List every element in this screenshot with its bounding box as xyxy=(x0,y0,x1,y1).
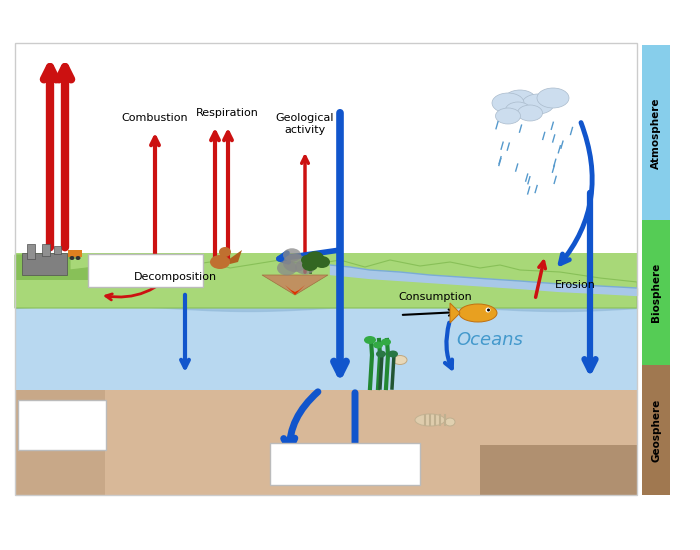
Ellipse shape xyxy=(314,256,330,268)
Ellipse shape xyxy=(388,350,398,358)
Ellipse shape xyxy=(277,261,297,276)
Ellipse shape xyxy=(301,255,315,265)
Ellipse shape xyxy=(219,247,231,257)
Text: Geological
activity: Geological activity xyxy=(276,113,335,135)
Polygon shape xyxy=(450,303,460,323)
Polygon shape xyxy=(15,255,95,280)
Ellipse shape xyxy=(283,248,301,262)
Circle shape xyxy=(487,309,490,311)
Ellipse shape xyxy=(505,102,531,118)
Ellipse shape xyxy=(522,94,554,114)
Ellipse shape xyxy=(459,304,497,322)
Polygon shape xyxy=(15,255,637,308)
Bar xyxy=(642,45,670,220)
Polygon shape xyxy=(228,250,242,264)
Bar xyxy=(642,365,670,495)
Ellipse shape xyxy=(381,338,391,345)
Ellipse shape xyxy=(295,260,315,274)
Bar xyxy=(22,253,67,275)
Bar xyxy=(270,443,420,485)
Bar xyxy=(15,390,105,495)
Ellipse shape xyxy=(445,418,455,426)
Circle shape xyxy=(486,307,491,312)
Ellipse shape xyxy=(537,88,569,108)
Ellipse shape xyxy=(517,105,542,121)
Text: Oceans: Oceans xyxy=(456,331,524,349)
Bar xyxy=(68,250,82,257)
Ellipse shape xyxy=(69,256,74,260)
Text: Respiration: Respiration xyxy=(195,108,258,118)
Ellipse shape xyxy=(364,336,376,344)
Text: Combustion: Combustion xyxy=(122,113,188,123)
Bar xyxy=(27,244,35,259)
Ellipse shape xyxy=(302,259,318,271)
Text: Decomposition: Decomposition xyxy=(134,272,216,282)
Bar xyxy=(15,305,637,390)
Text: Biosphere: Biosphere xyxy=(651,262,661,322)
Ellipse shape xyxy=(306,251,324,265)
Ellipse shape xyxy=(373,342,383,349)
Ellipse shape xyxy=(283,254,307,272)
Ellipse shape xyxy=(496,108,521,124)
Ellipse shape xyxy=(504,90,536,110)
Ellipse shape xyxy=(415,414,445,426)
Polygon shape xyxy=(285,285,305,295)
Ellipse shape xyxy=(376,350,386,358)
Text: Atmosphere: Atmosphere xyxy=(651,97,661,169)
Bar xyxy=(15,345,637,495)
Polygon shape xyxy=(480,445,637,495)
Polygon shape xyxy=(262,275,328,295)
Text: Geosphere: Geosphere xyxy=(651,398,661,461)
Text: Erosion: Erosion xyxy=(555,280,596,290)
Bar xyxy=(88,254,203,287)
Polygon shape xyxy=(141,263,147,271)
Bar xyxy=(642,220,670,365)
Bar xyxy=(15,43,637,253)
Bar xyxy=(54,246,61,254)
Polygon shape xyxy=(136,260,150,272)
Ellipse shape xyxy=(492,93,524,113)
Bar xyxy=(15,253,637,308)
Bar xyxy=(42,244,50,256)
Ellipse shape xyxy=(393,355,407,365)
Ellipse shape xyxy=(210,255,230,269)
Text: Consumption: Consumption xyxy=(398,292,472,302)
Ellipse shape xyxy=(76,256,80,260)
Bar xyxy=(15,43,637,495)
Bar xyxy=(18,400,106,450)
